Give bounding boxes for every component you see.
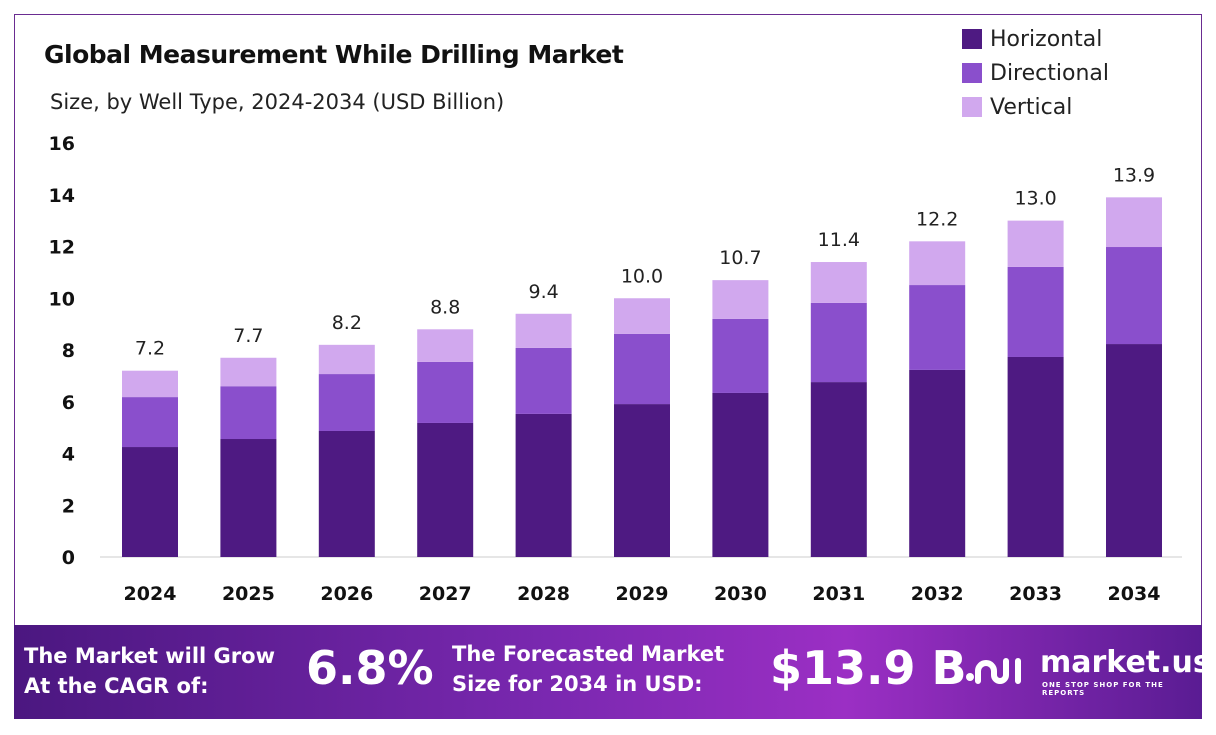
legend-swatch [962,29,982,49]
total-data-label: 13.0 [1014,188,1056,210]
total-data-label: 12.2 [916,208,958,230]
x-tick-label: 2029 [616,583,669,605]
chart-subtitle: Size, by Well Type, 2024-2034 (USD Billi… [50,90,505,114]
total-data-label: 8.8 [430,296,460,318]
legend-item-horizontal: Horizontal [962,22,1109,56]
x-tick-label: 2026 [320,583,373,605]
legend-item-vertical: Vertical [962,90,1109,124]
bar-segment-directional [515,347,572,414]
x-tick-label: 2033 [1009,583,1062,605]
market-us-logo-icon [966,658,1021,684]
bar-chart: 0 2 4 6 8 10 12 14 16 7.2 2024 7.7 2025 8.2 2026 8.8 202… [49,133,1182,605]
x-tick-label: 2032 [911,583,964,605]
bar-segment-vertical [515,313,572,348]
y-tick-label: 8 [62,340,75,362]
total-data-label: 8.2 [332,312,362,334]
bar-segment-vertical [122,370,178,398]
bar-segment-directional [122,397,178,448]
bar-segment-directional [810,302,867,383]
x-tick-label: 2027 [419,583,472,605]
y-tick-label: 6 [62,392,75,414]
total-data-label: 7.7 [233,325,263,347]
bar-segment-horizontal [1106,344,1162,557]
cagr-value: 6.8% [306,641,434,695]
logo-name: market.us [1040,645,1211,680]
bar-segment-directional [1007,266,1064,357]
x-tick-label: 2025 [222,583,275,605]
bar-segment-vertical [909,241,966,286]
bar-segment-vertical [1106,197,1162,248]
bar-segment-horizontal [318,430,375,557]
x-tick-label: 2034 [1108,583,1161,605]
forecast-label: The Forecasted Market Size for 2034 in US… [452,642,725,696]
y-tick-label: 14 [49,185,75,207]
legend-label: Vertical [990,94,1073,120]
x-tick-label: 2031 [812,583,865,605]
total-data-label: 13.9 [1113,164,1155,186]
legend: Horizontal Directional Vertical [962,22,1109,124]
legend-swatch [962,63,982,83]
x-tick-label: 2030 [714,583,767,605]
bar-segment-horizontal [1007,356,1064,557]
bar-segment-vertical [417,329,474,362]
cagr-label: The Market will Grow At the CAGR of: [24,644,275,698]
y-tick-label: 2 [62,495,75,517]
bar-segment-directional [318,374,375,431]
total-data-label: 9.4 [528,281,558,303]
legend-item-directional: Directional [962,56,1109,90]
legend-label: Horizontal [990,26,1103,52]
bar-segment-directional [909,285,966,370]
logo-tagline: ONE STOP SHOP FOR THE REPORTS [1042,681,1164,697]
bar-segment-horizontal [909,369,966,557]
y-tick-label: 10 [49,288,75,310]
y-tick-label: 4 [62,444,75,466]
bar-segment-vertical [1007,220,1064,267]
bar-segment-vertical [614,298,670,334]
bar-segment-horizontal [614,404,670,557]
total-data-label: 7.2 [135,338,165,360]
footer-banner: The Market will Grow At the CAGR of: 6.8%… [14,625,1211,719]
total-data-label: 11.4 [818,229,860,251]
bar-segment-horizontal [810,382,867,557]
bar-segment-directional [614,333,670,405]
x-tick-label: 2024 [124,583,177,605]
bar-segment-vertical [220,357,277,387]
bar-segment-horizontal [417,422,474,557]
total-data-label: 10.0 [621,265,663,287]
bar-segment-vertical [810,262,867,303]
bar-segment-horizontal [712,392,769,557]
bar-segment-directional [220,386,277,440]
bar-segment-vertical [712,280,769,319]
y-tick-label: 12 [49,237,75,259]
bar-segment-directional [1106,247,1162,345]
x-tick-label: 2028 [517,583,570,605]
chart-card [14,14,1202,625]
chart-title: Global Measurement While Drilling Market [44,40,624,69]
bar-segment-vertical [318,344,375,375]
y-tick-label: 0 [62,547,75,569]
bar-segment-horizontal [220,439,277,557]
bar-segment-directional [712,318,769,393]
total-data-label: 10.7 [719,247,761,269]
bar-segment-directional [417,361,474,423]
legend-label: Directional [990,60,1109,86]
bar-segment-horizontal [515,413,572,557]
y-tick-label: 16 [49,133,75,155]
forecast-value: $13.9 B [770,641,967,695]
legend-swatch [962,97,982,117]
bar-segment-horizontal [122,447,178,557]
